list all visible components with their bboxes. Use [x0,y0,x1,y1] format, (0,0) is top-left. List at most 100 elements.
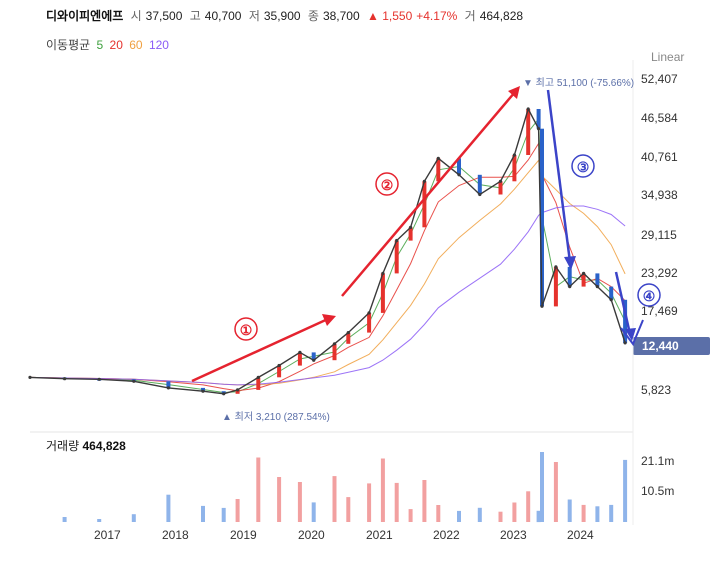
low-annotation: ▲ 최저 3,210 (287.54%) [222,411,330,423]
volume-bar [201,505,205,522]
data-point [367,311,371,315]
arrow-4-head [625,328,636,341]
arrow-3 [546,89,572,263]
close-value: 38,700 [322,9,360,23]
data-point [422,179,426,183]
year-tick: 2020 [298,528,325,542]
candle [408,227,413,241]
data-point [512,153,517,157]
candle [553,266,558,307]
ma-20: 20 [109,38,123,52]
data-point [554,265,558,269]
year-tick: 2018 [162,528,189,542]
data-point [222,392,226,396]
candle [311,352,316,361]
price-tick: 46,584 [641,111,678,125]
ma-60: 60 [129,38,143,52]
candle [277,365,282,378]
year-tick: 2024 [567,528,594,542]
arrow-2-head [508,86,520,99]
marker-2: ② [381,177,394,193]
volume-bar [436,505,441,522]
data-point [63,377,67,381]
volume-bar [526,491,531,522]
year-tick: 2019 [230,528,257,542]
data-point [256,375,260,379]
price-tick: 17,469 [641,304,678,318]
ma-label: 이동평균 [46,38,91,52]
marker-4: ④ [643,288,656,304]
low-value: 35,900 [263,9,301,23]
volume-bar [62,517,67,522]
volume-bar [498,511,503,522]
marker-1: ① [240,322,253,338]
volume-bar [221,507,226,522]
moving-average-legend[interactable]: 이동평균 5 20 60 120 [46,36,172,53]
volume-tick: 10.5m [641,484,675,498]
data-point [201,389,205,393]
volume-bar [346,497,351,522]
candle [346,332,351,344]
volume-panel-title: 거래량 [46,439,80,453]
volume-bar [166,494,171,522]
volume-bar [311,502,316,522]
candle [567,266,572,287]
year-tick: 2022 [433,528,460,542]
data-point [478,192,482,197]
data-point [132,379,136,383]
marker-1-circle [234,317,258,341]
data-point [568,285,572,289]
open-label: 시 [130,9,142,23]
volume-value: 464,828 [479,9,524,23]
volume-bar [567,499,572,522]
data-point [582,271,586,275]
data-point [540,304,544,308]
volume-bar [380,458,385,522]
candle [367,312,372,333]
data-point [346,331,350,335]
high-value: 40,700 [204,9,242,23]
candle [235,389,240,394]
data-point [526,107,530,111]
volume-bar [131,514,136,522]
year-tick: 2023 [500,528,527,542]
volume-bar [367,483,372,522]
price-tick: 34,938 [641,188,678,202]
data-point [623,341,627,345]
candle [609,286,614,300]
scale-mode-toggle[interactable]: Linear [651,50,685,64]
volume-bar [457,510,461,522]
candle [477,174,482,195]
ma-120: 120 [148,38,169,52]
change-value: ▲ 1,550 [367,9,413,23]
volume-bar [623,459,628,522]
ma-line-20 [29,142,626,392]
stock-name: 디와이피엔에프 [46,9,124,23]
marker-3-circle [571,154,595,178]
low-label: 저 [248,9,260,23]
price-tick: 23,292 [641,266,678,280]
candle [536,109,541,129]
current-price-tag: 12,440 [633,337,710,355]
ma-line-5 [29,117,626,394]
marker-2-circle [375,172,399,196]
volume-bar [332,476,337,522]
ma-line-120 [29,205,626,386]
data-point [537,127,541,131]
volume-bar [477,507,482,522]
candle [256,377,261,390]
candle [457,158,461,175]
candle [436,158,441,182]
data-point [595,285,600,289]
data-point [298,350,302,354]
volume-bar [422,480,427,522]
candle [201,387,205,392]
candle [581,273,586,287]
year-tick: 2021 [366,528,393,542]
data-point [609,298,613,302]
candle [394,240,399,274]
candle [380,273,385,313]
data-point [236,388,240,392]
marker-4-circle [637,283,661,307]
